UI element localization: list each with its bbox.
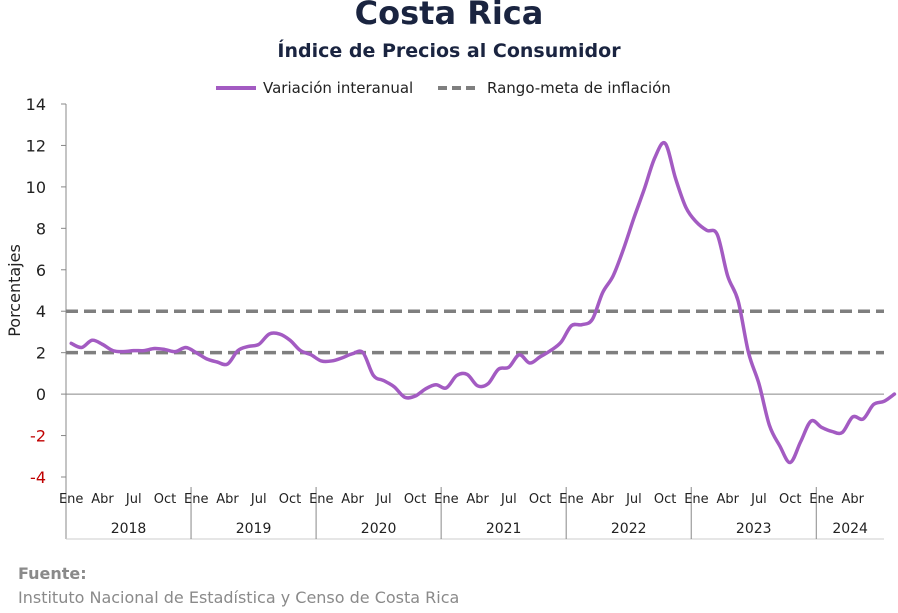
series-line-variacion-interanual <box>69 140 897 465</box>
x-month-label: Jul <box>625 492 642 507</box>
x-year-label: 2024 <box>832 521 868 537</box>
x-year-label: 2018 <box>111 521 147 537</box>
x-month-label: Oct <box>654 492 676 507</box>
y-tick-label: 4 <box>36 302 46 321</box>
x-month-label: Abr <box>716 492 739 507</box>
x-month-label: Ene <box>309 492 333 507</box>
y-tick-label: 8 <box>36 219 46 238</box>
x-month-label: Abr <box>841 492 864 507</box>
y-tick-label: 12 <box>26 136 46 155</box>
legend-label-variacion: Variación interanual <box>263 79 413 97</box>
x-month-label: Jul <box>500 492 517 507</box>
legend-label-rango-meta: Rango-meta de inflación <box>487 79 671 97</box>
y-tick-label: -4 <box>30 468 46 487</box>
x-month-label: Abr <box>466 492 489 507</box>
x-month-label: Ene <box>434 492 458 507</box>
x-month-label: Oct <box>529 492 551 507</box>
x-year-label: 2021 <box>486 521 522 537</box>
x-month-label: Jul <box>250 492 267 507</box>
x-month-label: Ene <box>684 492 708 507</box>
x-month-label: Oct <box>154 492 176 507</box>
y-tick-label: 14 <box>26 95 46 114</box>
x-month-label: Oct <box>779 492 801 507</box>
x-year-label: 2023 <box>736 521 772 537</box>
x-month-label: Abr <box>341 492 364 507</box>
y-tick-label: 0 <box>36 385 46 404</box>
y-tick-label: 2 <box>36 344 46 363</box>
source-label: Fuente: <box>18 564 87 583</box>
x-month-label: Ene <box>809 492 833 507</box>
x-month-label: Ene <box>559 492 583 507</box>
x-month-label: Oct <box>404 492 426 507</box>
x-month-label: Abr <box>91 492 114 507</box>
y-tick-label: -2 <box>30 427 46 446</box>
x-month-label: Ene <box>184 492 208 507</box>
x-month-label: Jul <box>375 492 392 507</box>
x-month-label: Abr <box>216 492 239 507</box>
x-month-label: Jul <box>125 492 142 507</box>
x-year-label: 2022 <box>611 521 647 537</box>
x-year-label: 2020 <box>361 521 397 537</box>
chart-title: Costa Rica <box>354 0 544 32</box>
source-text: Instituto Nacional de Estadística y Cens… <box>18 588 460 607</box>
x-month-label: Oct <box>279 492 301 507</box>
x-year-label: 2019 <box>236 521 272 537</box>
y-tick-label: 6 <box>36 261 46 280</box>
x-month-label: Ene <box>59 492 83 507</box>
x-month-label: Jul <box>750 492 767 507</box>
y-tick-label: 10 <box>26 178 46 197</box>
x-month-label: Abr <box>591 492 614 507</box>
chart-subtitle: Índice de Precios al Consumidor <box>277 40 621 62</box>
y-axis-title: Porcentajes <box>5 244 24 337</box>
